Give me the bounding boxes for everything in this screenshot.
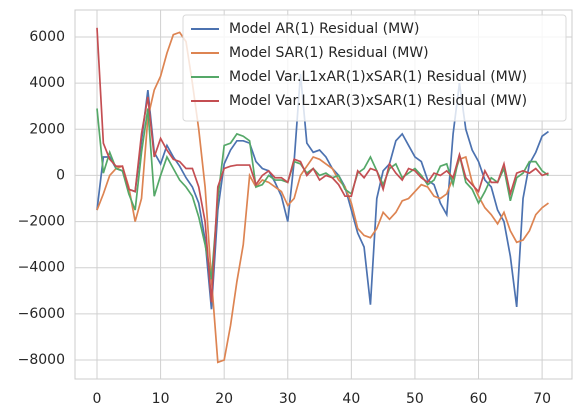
y-tick-label: 4000 (29, 75, 65, 91)
legend-label: Model Var.L1xAR(1)xSAR(1) Residual (MW) (229, 69, 527, 85)
x-tick-label: 40 (342, 391, 360, 407)
legend: Model AR(1) Residual (MW) Model SAR(1) Re… (182, 14, 567, 122)
y-tick-label: −2000 (18, 214, 65, 230)
x-tick-label: 60 (470, 391, 488, 407)
legend-label: Model Var.L1xAR(3)xSAR(1) Residual (MW) (229, 93, 527, 109)
x-tick-label: 70 (533, 391, 551, 407)
x-tick-label: 10 (152, 391, 170, 407)
y-tick-label: 2000 (29, 121, 65, 137)
legend-label: Model SAR(1) Residual (MW) (229, 45, 429, 61)
legend-label: Model AR(1) Residual (MW) (229, 21, 420, 37)
legend-box (182, 14, 567, 122)
y-tick-label: −8000 (18, 352, 65, 368)
series-line (96, 73, 549, 310)
x-tick-label: 20 (215, 391, 233, 407)
y-tick-label: 0 (56, 167, 65, 183)
x-tick-label: 50 (406, 391, 424, 407)
x-tick-label: 0 (93, 391, 102, 407)
series-line (96, 27, 549, 303)
y-tick-label: −4000 (18, 260, 65, 276)
x-tick-label: 30 (279, 391, 297, 407)
y-tick-label: 6000 (29, 29, 65, 45)
y-tick-label: −6000 (18, 306, 65, 322)
series-line (96, 108, 549, 280)
